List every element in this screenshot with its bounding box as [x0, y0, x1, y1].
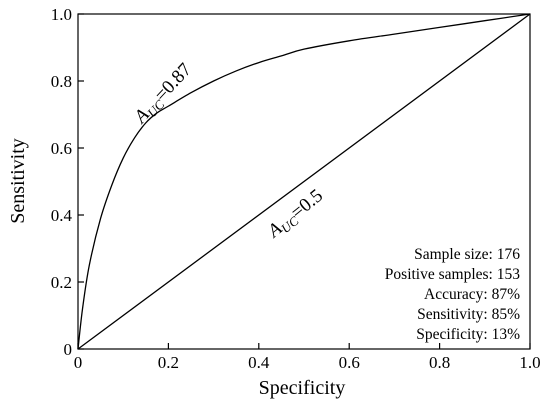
series-layer	[77, 13, 531, 350]
plot-frame	[77, 13, 531, 350]
x-tick-label: 0.4	[248, 353, 270, 372]
x-tick-label: 1.0	[519, 353, 540, 372]
x-tick-label: 0.6	[339, 353, 360, 372]
auc-diagonal-label: AUC=0.5	[262, 185, 328, 244]
stats-box: Sample size: 176 Positive samples: 153 A…	[385, 246, 520, 343]
stat-specificity: Specificity: 13%	[416, 326, 520, 343]
x-axis-title: Specificity	[259, 377, 346, 399]
reference-diagonal	[77, 13, 531, 350]
x-tick-label: 0.2	[158, 353, 179, 372]
stat-positive-samples: Positive samples: 153	[385, 266, 520, 283]
y-tick-label: 0.4	[51, 206, 73, 225]
stat-accuracy: Accuracy: 87%	[424, 286, 520, 303]
axis-tick-labels: 0 0.2 0.4 0.6 0.8 1.0 0 0.2 0.4 0.6 0.8 1.0	[51, 5, 541, 372]
y-tick-label: 1.0	[51, 5, 72, 24]
x-tick-label: 0	[74, 353, 83, 372]
y-tick-label: 0.2	[51, 273, 72, 292]
stat-sample-size: Sample size: 176	[414, 246, 520, 263]
auc-curve-label-value: =0.87	[151, 59, 196, 105]
roc-curve	[77, 13, 531, 350]
y-tick-label: 0.8	[51, 72, 72, 91]
plot-area	[77, 13, 531, 350]
x-tick-label: 0.8	[429, 353, 450, 372]
y-axis-title: Sensitivity	[7, 138, 29, 224]
stat-sensitivity: Sensitivity: 85%	[417, 306, 520, 323]
y-tick-label: 0	[64, 340, 73, 359]
y-tick-label: 0.6	[51, 139, 72, 158]
